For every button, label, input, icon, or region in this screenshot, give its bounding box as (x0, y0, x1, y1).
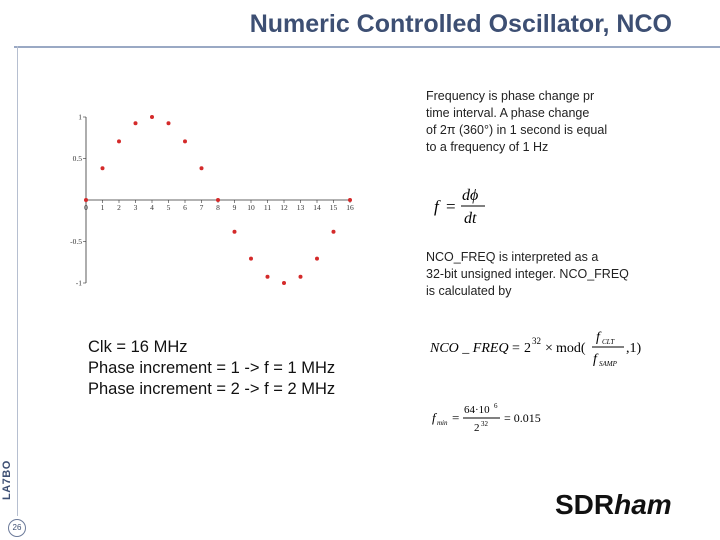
formula-numerator: dϕ (462, 187, 478, 204)
data-point (249, 256, 253, 261)
formula-lhs: f (434, 197, 441, 216)
x-tick-label: 10 (247, 203, 255, 212)
x-tick-label: 15 (330, 203, 338, 212)
frequency-explanation: Frequency is phase change pr time interv… (426, 88, 607, 156)
formula-equals: = (452, 410, 459, 425)
brand-regular: SDR (555, 489, 615, 520)
x-tick-label: 1 (101, 203, 105, 212)
data-point (117, 139, 121, 144)
formula-tail: ,1) (626, 341, 642, 356)
formula-denominator: dt (464, 210, 477, 227)
clock-examples: Clk = 16 MHz Phase increment = 1 -> f = … (88, 337, 335, 400)
formula-denominator: 2 (474, 422, 480, 434)
data-point (331, 229, 336, 234)
formula-numerator: 64·10 (464, 404, 490, 416)
ncofreq-explanation: NCO_FREQ is interpreted as a 32-bit unsi… (426, 249, 629, 300)
fmin-formula: f min = 64·10 6 2 32 = 0.015 (432, 402, 541, 434)
brand-italic: ham (614, 489, 672, 520)
formula-denominator-sub: SAMP (599, 360, 618, 368)
author-vertical-label: LA7BO (1, 460, 13, 500)
data-point (216, 198, 220, 202)
formula-lhs: f (432, 410, 438, 425)
y-tick-label: 1 (78, 113, 82, 122)
nco-freq-formula: NCO _ FREQ = 2 32 × mod( f CLT f SAMP ,1… (429, 330, 642, 368)
x-tick-label: 7 (200, 203, 204, 212)
formula-lhs: NCO _ FREQ (429, 341, 509, 356)
x-tick-label: 14 (313, 203, 321, 212)
y-tick-label: -0.5 (70, 237, 82, 246)
clock-line: Clk = 16 MHz (88, 338, 188, 356)
data-point (183, 139, 187, 144)
x-tick-label: 13 (297, 203, 305, 212)
formula-result: = 0.015 (504, 411, 541, 425)
ncofreq-line: 32-bit unsigned integer. NCO_FREQ (426, 267, 629, 281)
data-point (166, 121, 171, 126)
data-point (315, 256, 319, 261)
x-tick-label: 11 (264, 203, 271, 212)
x-tick-label: 5 (167, 203, 171, 212)
frequency-line: time interval. A phase change (426, 106, 590, 120)
x-tick-label: 12 (280, 203, 288, 212)
left-margin-rule (17, 46, 18, 516)
data-point (298, 274, 303, 279)
data-point (199, 166, 204, 171)
data-point (100, 166, 105, 171)
formula-numerator-sub: CLT (602, 338, 615, 346)
formula-numerator: f (596, 330, 602, 345)
frequency-line: Frequency is phase change pr (426, 89, 595, 103)
ncofreq-line: NCO_FREQ is interpreted as a (426, 250, 599, 264)
sdrham-logo: SDRham (555, 489, 672, 521)
title-divider (14, 46, 720, 48)
x-tick-label: 2 (117, 203, 121, 212)
formula-exponent: 32 (532, 336, 541, 346)
derivative-formula: f = dϕ dt (434, 187, 485, 227)
formula-times: × (545, 341, 553, 356)
formula-numerator-sup: 6 (494, 402, 498, 410)
ncofreq-line: is calculated by (426, 284, 512, 298)
clock-line: Phase increment = 2 -> f = 2 MHz (88, 380, 336, 398)
data-point (348, 198, 352, 202)
y-tick-label: -1 (76, 279, 82, 288)
page-title: Numeric Controlled Oscillator, NCO (249, 10, 672, 38)
formula-equals: = (446, 197, 456, 216)
x-tick-label: 16 (346, 203, 354, 212)
data-point (282, 281, 286, 285)
data-point (84, 198, 88, 202)
data-point (232, 229, 237, 234)
formula-func: mod( (556, 341, 586, 356)
x-tick-label: 6 (183, 203, 187, 212)
data-point (265, 274, 270, 279)
frequency-line: of 2π (360°) in 1 second is equal (426, 123, 608, 137)
x-tick-label: 0 (84, 203, 88, 212)
x-tick-label: 9 (233, 203, 237, 212)
formula-base: 2 (524, 341, 531, 356)
page-number: 26 (8, 519, 26, 537)
clock-line: Phase increment = 1 -> f = 1 MHz (88, 359, 336, 377)
formula-denominator: f (593, 352, 599, 367)
frequency-line: to a frequency of 1 Hz (426, 140, 549, 154)
data-point (150, 115, 154, 119)
y-tick-label: 0.5 (73, 154, 83, 163)
x-tick-label: 3 (134, 203, 138, 212)
x-tick-label: 4 (150, 203, 154, 212)
formula-lhs-sub: min (437, 419, 448, 427)
formula-equals: = (512, 341, 520, 356)
data-point (133, 121, 138, 126)
formula-denominator-sup: 32 (481, 420, 489, 428)
x-tick-label: 8 (216, 203, 220, 212)
